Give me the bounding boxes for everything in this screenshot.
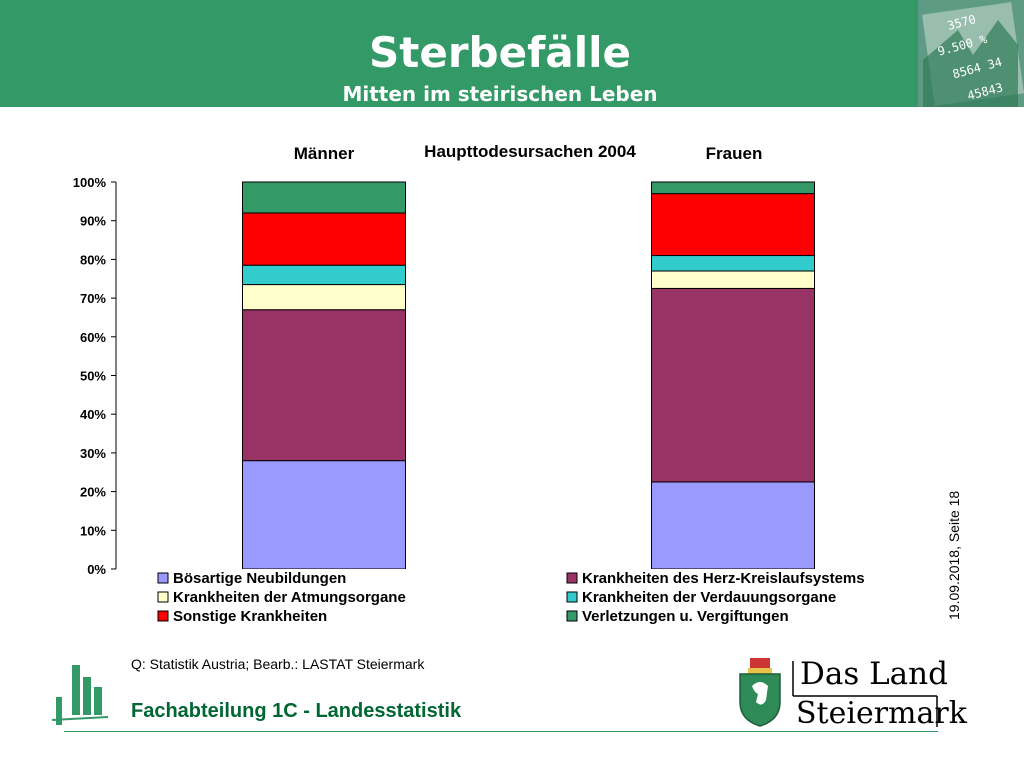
category-label: Männer xyxy=(294,144,355,163)
y-tick-label: 80% xyxy=(80,252,106,267)
numbers-graphic-icon: 3570 9.500 % 8564 34 45843 xyxy=(918,0,1024,107)
bar-segment xyxy=(242,460,406,570)
legend-swatch xyxy=(157,591,169,603)
legend-label: Verletzungen u. Vergiftungen xyxy=(582,608,789,625)
coat-of-arms-icon xyxy=(739,658,781,727)
legend-label: Krankheiten der Verdauungsorgane xyxy=(582,589,836,606)
y-tick-label: 20% xyxy=(80,485,106,500)
page-title: Sterbefälle xyxy=(369,28,631,77)
brand-line-1: Das Land xyxy=(800,656,948,692)
bar-segment xyxy=(651,481,815,570)
y-tick-label: 60% xyxy=(80,330,106,345)
y-tick-label: 0% xyxy=(87,562,106,577)
department-label: Fachabteilung 1C - Landesstatistik xyxy=(131,700,462,722)
legend-label: Sonstige Krankheiten xyxy=(173,608,327,625)
y-tick-label: 70% xyxy=(80,291,106,306)
y-tick-label: 10% xyxy=(80,523,106,538)
legend-swatch xyxy=(157,572,169,584)
legend-swatch xyxy=(566,610,578,622)
land-steiermark-logo-frame xyxy=(792,661,938,727)
bar-segment xyxy=(651,193,815,257)
legend-label: Krankheiten der Atmungsorgane xyxy=(173,589,406,606)
bar-segment xyxy=(242,309,406,462)
legend-label: Bösartige Neubildungen xyxy=(173,570,346,587)
statistics-logo-icon xyxy=(51,665,109,725)
bar-segment xyxy=(651,181,815,195)
source-note: Q: Statistik Austria; Bearb.: LASTAT Ste… xyxy=(131,656,425,672)
legend-swatch xyxy=(566,572,578,584)
bar-segment xyxy=(651,255,815,272)
y-tick-label: 50% xyxy=(80,369,106,384)
date-page-label: 19.09.2018, Seite 18 xyxy=(946,490,962,620)
bar-segment xyxy=(651,287,815,483)
category-label: Frauen xyxy=(706,144,763,163)
y-tick-label: 90% xyxy=(80,214,106,229)
bar-segment xyxy=(651,270,815,289)
legend-label: Krankheiten des Herz-Kreislaufsystems xyxy=(582,570,865,587)
bar-segment xyxy=(242,181,406,214)
footer-divider xyxy=(64,731,938,732)
y-tick-label: 100% xyxy=(73,175,107,190)
page-subtitle: Mitten im steirischen Leben xyxy=(342,82,658,106)
chart-title: Haupttodesursachen 2004 xyxy=(424,142,636,161)
y-tick-label: 30% xyxy=(80,446,106,461)
legend-swatch xyxy=(157,610,169,622)
brand-line-2: Steiermark xyxy=(796,696,967,731)
stacked-bar-chart: Haupttodesursachen 2004 Männer Frauen 0% 1… xyxy=(73,142,947,629)
legend-swatch xyxy=(566,591,578,603)
bar-segment xyxy=(242,212,406,266)
y-tick-label: 40% xyxy=(80,407,106,422)
header-bar xyxy=(0,0,918,107)
bar-segment xyxy=(242,284,406,311)
bar-segment xyxy=(242,264,406,286)
legend-box xyxy=(150,569,947,629)
